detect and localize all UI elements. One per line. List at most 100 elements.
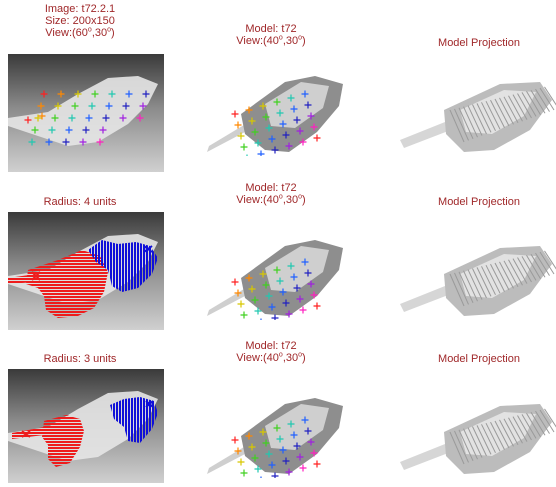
model-render-row2	[205, 232, 355, 320]
marker-plus	[37, 102, 45, 110]
projection-stripe	[472, 426, 487, 457]
projection-stripe	[463, 106, 478, 138]
projection-stripe	[535, 88, 550, 112]
marker-plus	[282, 131, 290, 139]
marker-plus	[296, 453, 304, 461]
model-name-line: Model: t72	[245, 23, 297, 35]
marker-plus	[71, 102, 79, 110]
marker-plus	[290, 273, 298, 281]
projection-stripe	[499, 97, 514, 125]
model-name-line: Model: t72	[245, 340, 297, 352]
projection-stripe	[517, 415, 532, 441]
marker-plus	[254, 139, 262, 147]
marker-plus	[105, 102, 113, 110]
projection-stripe	[530, 411, 546, 436]
projection-stripe	[499, 261, 514, 289]
marker-plus	[290, 105, 298, 113]
projection-stripe	[494, 262, 510, 291]
projection-stripe	[454, 430, 469, 463]
model-name-line: Model: t72	[245, 182, 297, 194]
projection-stripe	[476, 425, 492, 455]
projection-stripe	[463, 428, 478, 460]
marker-plus	[304, 269, 312, 277]
projection-stripe	[503, 96, 519, 124]
projection-stripe	[490, 99, 505, 128]
marker-plus	[296, 295, 304, 303]
marker-plus	[310, 449, 318, 457]
marker-plus	[74, 90, 82, 98]
projection-stripe	[539, 409, 555, 433]
marker-plus	[99, 126, 107, 134]
marker-plus	[262, 281, 270, 289]
projection-stripe	[512, 258, 528, 284]
image-caption: Image: t72.2.1 Size: 200x150 View:(60o,3…	[0, 3, 165, 39]
marker-plus	[245, 274, 253, 282]
projection-stripe	[476, 103, 492, 133]
projection-stripe	[472, 268, 487, 299]
marker-plus	[313, 302, 321, 310]
marker-plus	[79, 138, 87, 146]
marker-plus	[262, 439, 270, 447]
marker-plus	[88, 102, 96, 110]
projection-stripe	[485, 422, 501, 452]
marker-plus	[293, 116, 301, 124]
projection-caption-row3: Model Projection	[438, 353, 520, 365]
marker-plus	[31, 126, 39, 134]
marker-plus	[257, 150, 265, 156]
marker-plus	[234, 289, 242, 297]
marker-plus	[142, 90, 150, 98]
marker-plus	[285, 142, 293, 150]
projection-stripe	[526, 91, 541, 116]
marker-plus	[299, 138, 307, 146]
marker-plus	[307, 112, 315, 120]
marker-plus	[248, 285, 256, 293]
marker-plus	[96, 138, 104, 146]
projection-stripe	[481, 424, 496, 454]
marker-plus	[285, 310, 293, 318]
marker-plus	[54, 102, 62, 110]
marker-plus	[45, 138, 53, 146]
projection-stripe	[508, 95, 523, 122]
marker-plus	[85, 114, 93, 122]
model-view-line: View:(40o,30o)	[236, 193, 306, 206]
red-region	[42, 415, 84, 467]
model-caption-row2: Model: t72 View:(40o,30o)	[186, 182, 356, 206]
radius-caption-row3: Radius: 3 units	[43, 353, 117, 365]
projection-stripe	[517, 257, 532, 283]
marker-plus	[310, 291, 318, 299]
marker-plus	[251, 128, 259, 136]
projection-stripe	[544, 408, 556, 428]
correspondence-markers	[231, 90, 321, 156]
projection-stripe	[517, 93, 532, 119]
marker-plus	[265, 450, 273, 458]
red-region	[26, 250, 108, 318]
marker-plus	[299, 306, 307, 314]
marker-plus	[231, 278, 239, 286]
marker-plus	[265, 292, 273, 300]
projection-stripe	[458, 107, 474, 140]
marker-plus	[57, 90, 65, 98]
projection-stripe	[512, 94, 528, 120]
marker-plus	[240, 311, 248, 319]
marker-plus	[237, 458, 245, 466]
projection-stripe	[454, 272, 469, 305]
projection-stripe	[508, 417, 523, 444]
marker-plus	[285, 468, 293, 476]
marker-plus	[40, 90, 48, 98]
marker-plus	[245, 106, 253, 114]
projection-stripe	[476, 267, 492, 297]
marker-plus	[254, 465, 262, 473]
projection-stripe	[526, 255, 541, 280]
marker-plus	[248, 117, 256, 125]
marker-plus	[313, 134, 321, 142]
model-projection-row1	[400, 70, 556, 162]
projection-stripe	[463, 270, 478, 302]
marker-plus	[313, 460, 321, 468]
projection-stripe	[535, 410, 550, 434]
marker-plus	[51, 114, 59, 122]
marker-plus	[108, 90, 116, 98]
projection-caption-row1: Model Projection	[438, 37, 520, 49]
projection-stripe	[494, 98, 510, 127]
marker-plus	[293, 442, 301, 450]
marker-plus	[299, 464, 307, 472]
